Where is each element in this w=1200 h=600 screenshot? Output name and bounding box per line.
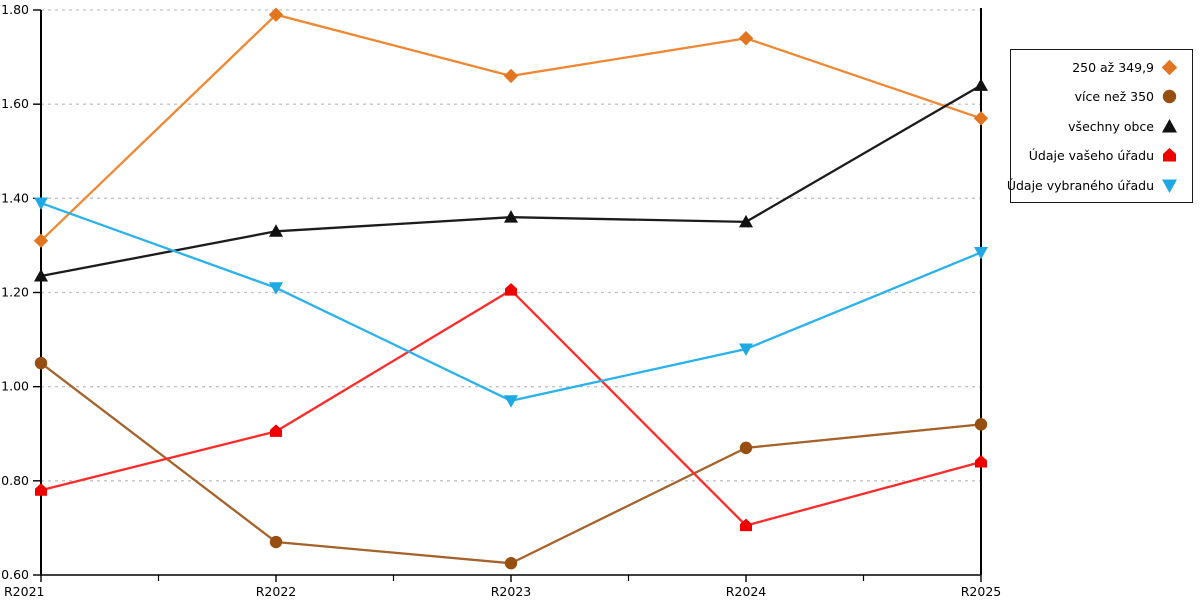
data-point-marker (739, 214, 753, 228)
series-pentagon (35, 283, 987, 532)
x-tick-label: R2023 (491, 584, 532, 599)
data-point-marker (504, 395, 518, 408)
y-tick-label: 1.00 (1, 379, 29, 394)
series-diamond (33, 7, 989, 248)
legend-label: všechny obce (1068, 118, 1154, 134)
y-tick-label: 0.80 (1, 473, 29, 488)
data-point-marker (504, 210, 518, 223)
legend-label: více než 350 (1074, 89, 1154, 104)
x-tick-label: R2025 (961, 584, 1002, 599)
y-tick-label: 1.80 (1, 2, 29, 17)
series-line (40, 84, 982, 278)
data-point-marker (739, 441, 753, 455)
legend-item: více než 350 (1017, 82, 1178, 111)
data-point-marker (33, 233, 49, 248)
data-point-marker (269, 224, 283, 237)
legend-label: 250 až 349,9 (1072, 59, 1154, 75)
legend-item: všechny obce (1017, 112, 1178, 141)
data-point-marker (34, 269, 48, 282)
series-line (40, 362, 982, 565)
y-tick-label: 1.60 (1, 96, 29, 111)
data-point-marker (503, 68, 519, 84)
data-point-marker (740, 518, 752, 532)
series-triangle-up (34, 78, 988, 282)
legend-item: Údaje vybraného úřadu (1007, 171, 1178, 200)
data-point-marker (738, 31, 754, 46)
data-point-marker (1162, 179, 1177, 193)
series-line (40, 13, 982, 242)
legend-label: Údaje vašeho úřadu (1028, 148, 1154, 163)
data-point-marker (34, 197, 48, 211)
legend-item: 250 až 349,9 (1017, 53, 1178, 82)
series-line (40, 201, 982, 403)
data-point-marker (504, 557, 518, 570)
data-point-marker (268, 7, 284, 22)
data-point-marker (973, 111, 989, 126)
data-point-marker (974, 418, 988, 431)
series-line (40, 288, 982, 527)
data-point-marker (505, 283, 517, 296)
data-point-marker (739, 343, 753, 356)
triangle-down-icon (1162, 179, 1177, 193)
data-point-marker (34, 356, 48, 370)
data-point-marker (975, 455, 987, 468)
data-point-marker (1162, 89, 1177, 104)
y-tick-label: 0.60 (1, 567, 29, 582)
data-point-marker (974, 246, 988, 260)
data-point-marker (269, 282, 283, 295)
y-tick-label: 1.20 (1, 285, 29, 300)
legend-item: Údaje vašeho úřadu (1017, 141, 1178, 170)
data-point-marker (1162, 118, 1177, 132)
data-point-marker (1163, 148, 1176, 162)
data-point-marker (1161, 59, 1178, 75)
circle-icon (1162, 89, 1177, 104)
series-triangle-down (34, 197, 988, 408)
x-tick-label: R2021 (4, 584, 45, 599)
x-tick-label: R2022 (256, 584, 297, 599)
data-point-marker (974, 78, 988, 91)
pentagon-icon (1163, 148, 1176, 162)
data-point-marker (269, 535, 283, 549)
diamond-icon (1161, 59, 1178, 75)
data-point-marker (35, 483, 47, 496)
y-tick-label: 1.40 (1, 190, 29, 205)
legend: 250 až 349,9 více než 350 všechny obce Údaj… (1007, 49, 1193, 203)
triangle-up-icon (1162, 118, 1177, 132)
legend-label: Údaje vybraného úřadu (1006, 177, 1154, 193)
data-point-marker (270, 424, 282, 437)
x-tick-label: R2024 (726, 584, 767, 599)
series-circle (34, 356, 988, 570)
